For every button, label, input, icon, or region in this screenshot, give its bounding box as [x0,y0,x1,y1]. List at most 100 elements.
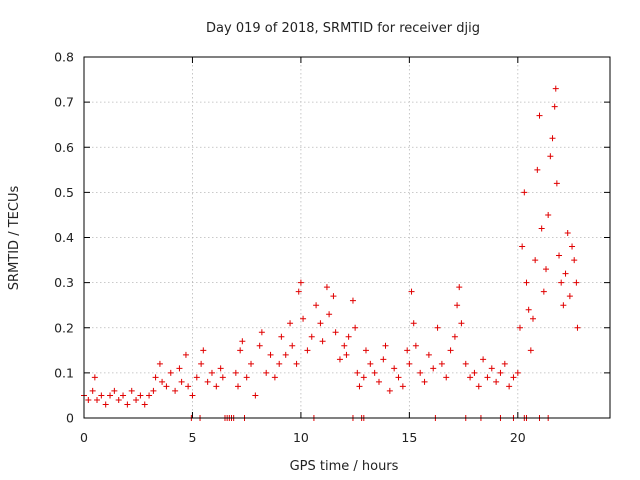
data-point [133,396,140,403]
y-tick-label: 0.1 [54,365,74,380]
x-tick-label: 0 [80,430,88,445]
data-point [217,365,224,372]
data-point [451,333,458,340]
data-point [243,374,250,381]
chart-title: Day 019 of 2018, SRMTID for receiver dji… [206,21,480,36]
data-point [94,396,101,403]
data-point [417,369,424,376]
y-tick-label: 0.5 [54,185,74,200]
data-point [352,324,359,331]
data-point [200,347,207,354]
data-point [172,387,179,394]
data-point [343,351,350,358]
data-point [564,229,571,236]
data-point [91,374,98,381]
data-point [107,392,114,399]
y-axis-label: SRMTID / TECUs [7,186,22,291]
data-point [295,288,302,295]
data-point [252,392,259,399]
data-point [146,392,153,399]
data-point [313,302,320,309]
data-point [456,284,463,291]
data-point [115,396,122,403]
x-tick-label: 20 [510,430,526,445]
data-point [317,320,324,327]
data-point [551,103,558,110]
data-point [519,243,526,250]
data-point [289,342,296,349]
x-tick-label: 5 [188,430,196,445]
data-point [434,324,441,331]
data-point [293,360,300,367]
data-point [532,257,539,264]
data-point [336,356,343,363]
data-point [574,324,581,331]
data-point [380,356,387,363]
data-point [547,153,554,160]
data-point [330,293,337,300]
data-point [176,365,183,372]
data-point [543,266,550,273]
data-point [204,378,211,385]
data-point [271,374,278,381]
data-point [152,374,159,381]
data-point [319,338,326,345]
data-point [276,360,283,367]
data-point [278,333,285,340]
y-tick-label: 0.7 [54,95,74,110]
data-point [159,378,166,385]
data-point [493,378,500,385]
data-point [156,360,163,367]
data-point [521,189,528,196]
data-point [89,387,96,394]
data-point [480,356,487,363]
y-tick-label: 0.6 [54,140,74,155]
data-point [282,351,289,358]
data-point [566,293,573,300]
data-point [458,320,465,327]
data-point [443,374,450,381]
data-point [467,374,474,381]
data-point [235,383,242,390]
data-point [356,383,363,390]
data-point [552,85,559,92]
data-point [124,401,131,408]
data-point [256,342,263,349]
data-point [399,383,406,390]
data-point [529,315,536,322]
data-point [395,374,402,381]
data-point [167,369,174,376]
data-point [573,279,580,286]
data-point [111,387,118,394]
data-point [430,365,437,372]
data-point [438,360,445,367]
data-point [510,374,517,381]
data-point [471,369,478,376]
data-point [382,342,389,349]
data-point [85,396,92,403]
x-tick-label: 10 [293,430,309,445]
data-point [527,347,534,354]
data-point [341,342,348,349]
data-point [163,383,170,390]
data-point [497,369,504,376]
data-point [560,302,567,309]
data-point [263,369,270,376]
data-point [258,329,265,336]
data-point [137,392,144,399]
y-tick-label: 0.8 [54,50,74,65]
data-point [462,360,469,367]
data-point [558,279,565,286]
y-tick-label: 0.2 [54,320,74,335]
data-point [323,284,330,291]
axis-ticks: 0 0.1 0.2 0.3 0.4 0.5 0.6 0.7 0.8 0 5 10 15 20 [54,50,610,445]
data-point [375,378,382,385]
data-point [354,369,361,376]
data-point [549,135,556,142]
data-point [178,378,185,385]
x-axis-label: GPS time / hours [290,459,399,474]
data-point [538,225,545,232]
data-point [540,288,547,295]
data-point [516,324,523,331]
data-point [391,365,398,372]
